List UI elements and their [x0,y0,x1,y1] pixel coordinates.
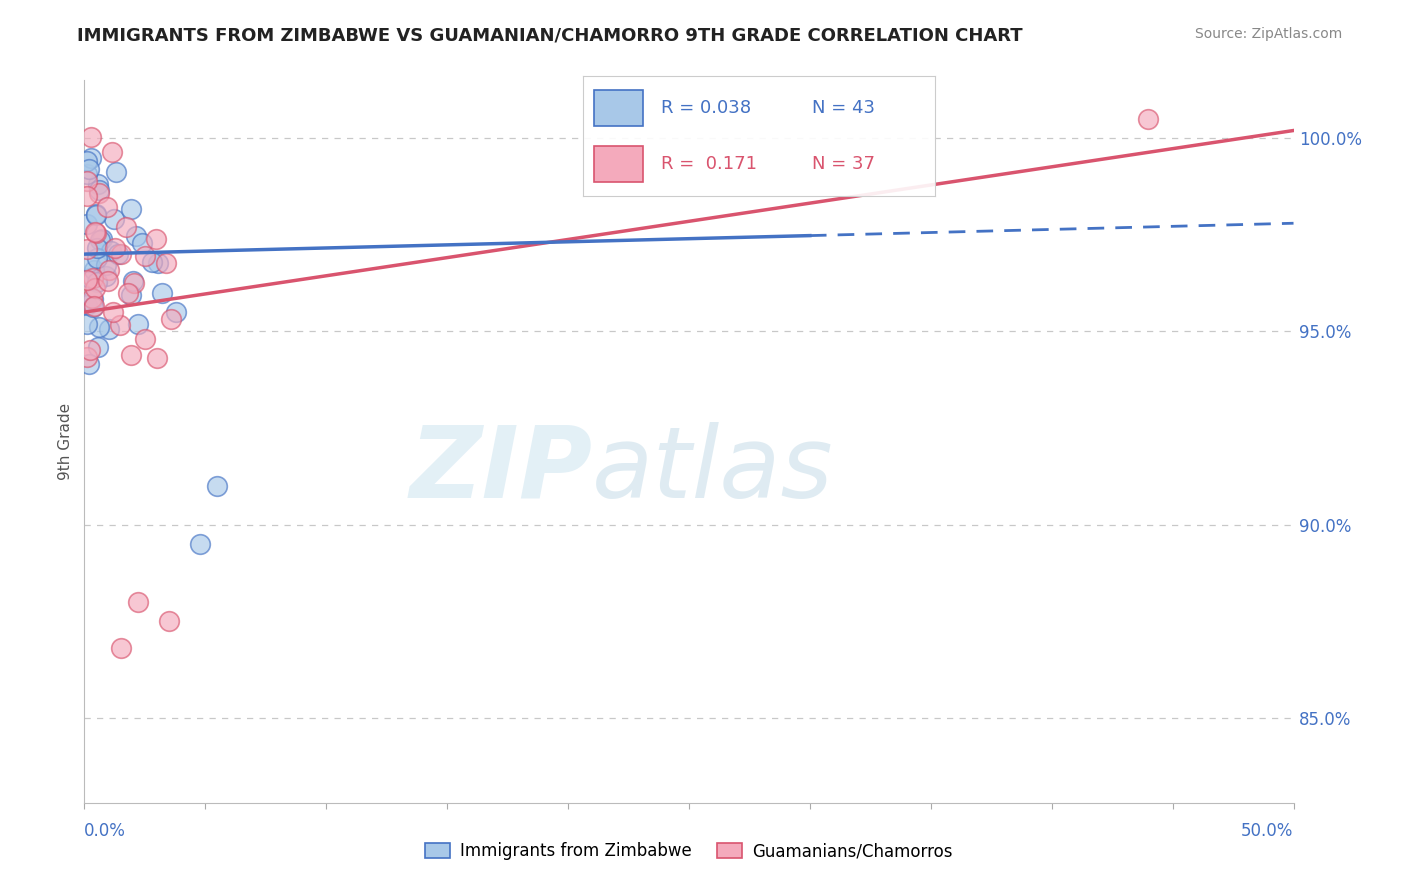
Point [77,358,100,372]
Point [76,174,98,188]
Point [82,271,104,285]
Point [107,247,129,261]
Text: R = 0.038: R = 0.038 [661,99,751,118]
Point [86,242,108,256]
Point [98,322,121,336]
Point [79,255,101,269]
Point [80,151,103,165]
Point [103,211,125,226]
Point [103,305,125,319]
Point [77,161,100,176]
Point [104,241,127,255]
Point [150,285,173,300]
Text: 50.0%: 50.0% [1241,822,1294,840]
Point [141,255,163,269]
Point [97,274,120,288]
Point [134,332,156,346]
Point [86,252,108,266]
Point [94,258,117,272]
Point [89,233,111,247]
Point [98,263,121,277]
Point [101,145,124,160]
Point [91,232,114,246]
Text: ZIP: ZIP [409,422,592,519]
Point [148,256,170,270]
Point [76,167,98,181]
Point [76,153,98,168]
Point [96,200,118,214]
Point [87,186,110,200]
Point [110,318,132,332]
Text: IMMIGRANTS FROM ZIMBABWE VS GUAMANIAN/CHAMORRO 9TH GRADE CORRELATION CHART: IMMIGRANTS FROM ZIMBABWE VS GUAMANIAN/CH… [77,27,1024,45]
Point [89,319,111,334]
Point [76,217,98,231]
Point [125,229,148,244]
Point [165,305,187,319]
Point [84,208,107,222]
Text: 0.0%: 0.0% [84,822,127,840]
Point [120,349,142,363]
Point [83,299,105,313]
Point [134,249,156,263]
Point [157,614,180,628]
Point [1137,112,1160,126]
Y-axis label: 9th Grade: 9th Grade [58,403,73,480]
Point [83,281,105,295]
Point [115,219,138,234]
Point [131,236,153,251]
Point [76,317,98,331]
Point [82,292,104,306]
Point [127,595,149,609]
Point [145,232,167,246]
Text: N = 37: N = 37 [813,154,875,173]
Point [146,351,169,366]
Point [87,183,110,197]
Point [155,256,177,270]
Point [117,285,139,300]
Point [127,317,149,331]
Point [87,340,110,354]
Legend: Immigrants from Zimbabwe, Guamanians/Chamorros: Immigrants from Zimbabwe, Guamanians/Cha… [419,836,959,867]
Point [124,277,146,291]
Point [87,178,110,192]
Point [96,268,118,283]
Point [80,291,103,305]
Point [207,479,229,493]
Point [120,202,142,216]
Point [86,275,108,289]
Point [76,350,98,364]
Point [79,343,101,357]
FancyBboxPatch shape [593,145,644,182]
Point [100,244,122,258]
Point [190,537,212,551]
Point [104,165,127,179]
Text: N = 43: N = 43 [813,99,875,118]
Point [76,297,98,311]
Point [84,225,107,239]
Point [160,312,183,326]
Point [76,242,98,256]
Point [82,300,104,314]
Point [80,130,103,145]
Text: atlas: atlas [592,422,834,519]
Point [84,227,107,241]
Point [83,263,105,277]
Point [76,189,98,203]
Point [121,274,143,288]
Point [110,641,132,656]
Point [76,273,98,287]
Point [84,207,107,221]
Text: R =  0.171: R = 0.171 [661,154,756,173]
Point [120,288,142,302]
Point [110,247,132,261]
Point [79,271,101,285]
Text: Source: ZipAtlas.com: Source: ZipAtlas.com [1195,27,1343,41]
FancyBboxPatch shape [593,90,644,127]
